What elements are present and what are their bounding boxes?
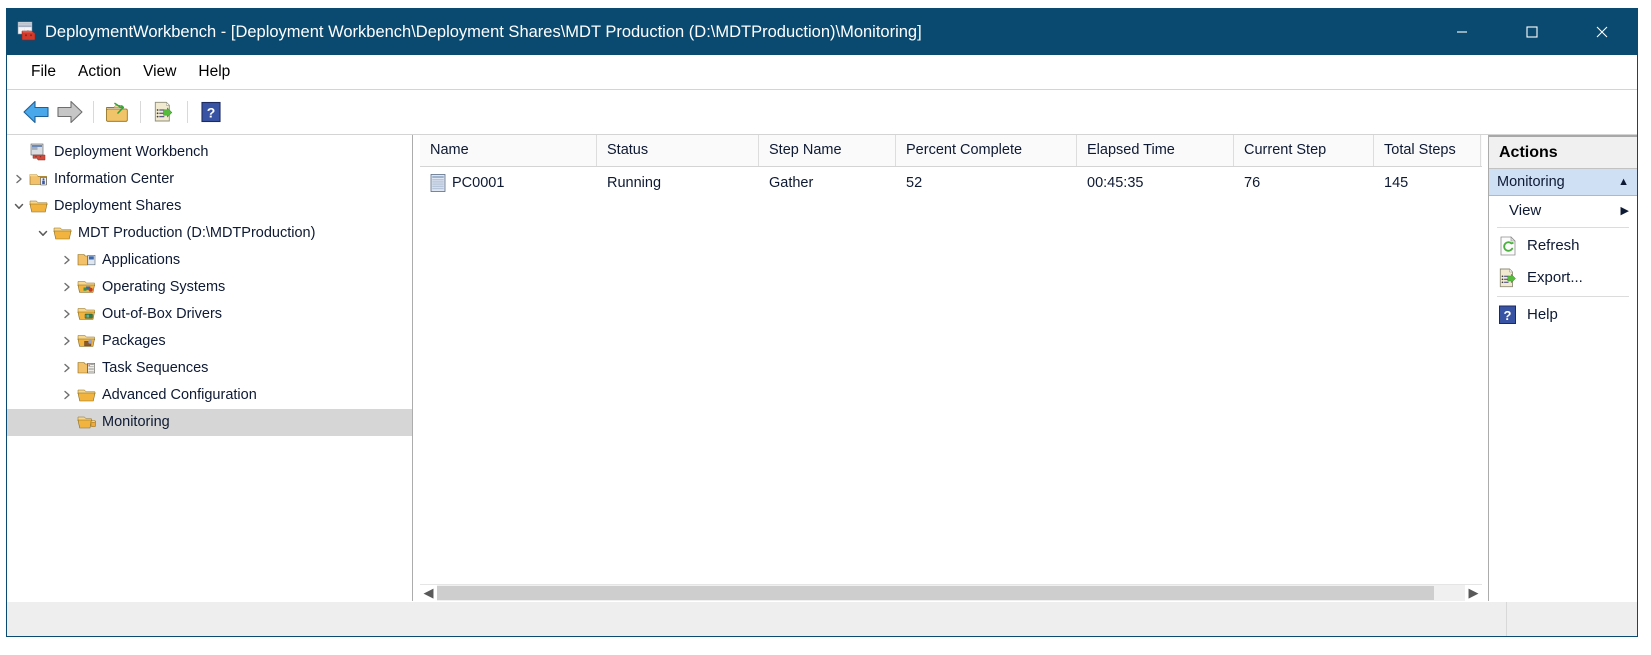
svg-text:?: ? (207, 104, 216, 120)
svg-text:?: ? (1504, 308, 1512, 323)
